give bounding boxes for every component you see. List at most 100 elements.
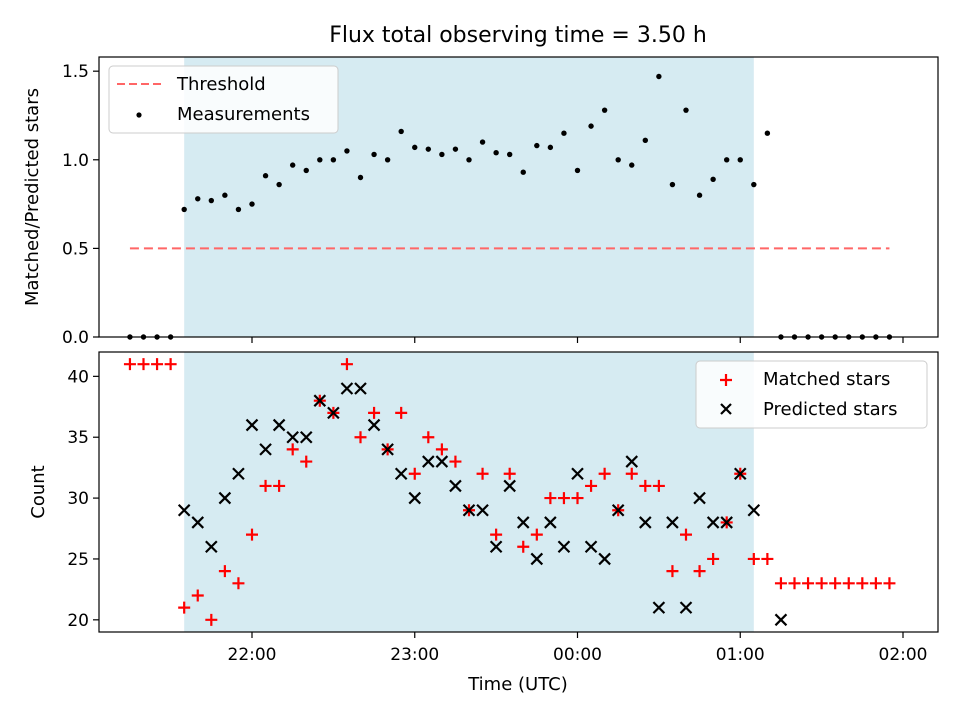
measurement-point: [615, 157, 621, 163]
predicted-star-point: [354, 382, 367, 395]
top-y-axis-label: Matched/Predicted stars: [22, 88, 43, 306]
matched-star-point: [259, 479, 272, 492]
x-tick-label: 23:00: [390, 645, 439, 665]
y-tick-label: 30: [67, 489, 89, 509]
measurement-point: [344, 148, 350, 154]
matched-star-point: [869, 577, 882, 590]
measurement-point: [534, 142, 540, 149]
measurement-point: [289, 162, 296, 168]
measurement-point: [547, 144, 554, 151]
matched-star-point: [680, 528, 692, 541]
matched-star-point: [666, 565, 679, 578]
predicted-star-point: [706, 516, 720, 529]
measurement-point: [276, 181, 282, 188]
predicted-star-point: [367, 418, 381, 432]
predicted-star-point: [299, 430, 313, 444]
x-tick-label: 01:00: [716, 645, 765, 665]
matched-star-point: [490, 528, 503, 541]
measurement-point: [629, 162, 635, 168]
matched-star-point: [354, 431, 367, 444]
predicted-star-point: [177, 503, 191, 517]
matched-star-point: [693, 565, 706, 578]
measurement-point: [493, 149, 499, 156]
chart-title: Flux total observing time = 3.50 h: [329, 23, 707, 48]
matched-star-point: [517, 540, 530, 553]
x-tick-label: 22:00: [228, 645, 277, 665]
matched-star-point: [557, 492, 570, 505]
top-legend: Threshold Measurements: [108, 65, 339, 134]
predicted-star-point: [408, 491, 422, 505]
bottom-observing-window: [184, 352, 754, 632]
measurement-point: [357, 174, 364, 181]
measurement-points: [127, 73, 893, 340]
top-y-ticks: 0.0 0.5 1.0 1.5: [62, 62, 99, 348]
matched-star-point: [544, 492, 557, 505]
measurement-point: [195, 196, 201, 202]
predicted-star-point: [272, 418, 286, 432]
predicted-star-point: [191, 516, 205, 529]
legend-predicted-label: Predicted stars: [763, 399, 897, 420]
measurement-point: [412, 144, 418, 151]
matched-star-point: [707, 552, 720, 565]
measurement-point: [371, 151, 377, 158]
matched-stars-points: [123, 358, 896, 626]
matched-star-point: [408, 467, 421, 480]
measurement-point: [723, 157, 730, 163]
matched-star-point: [571, 492, 584, 505]
y-tick-label: 0.5: [62, 239, 89, 259]
matched-star-point: [530, 528, 543, 541]
matched-star-point: [205, 613, 218, 626]
matched-star-point: [856, 577, 869, 590]
predicted-stars-points: [177, 382, 788, 627]
measurement-point: [520, 169, 526, 175]
legend-measurements-swatch: [136, 112, 142, 118]
measurement-point: [222, 192, 228, 198]
predicted-star-point: [205, 540, 218, 554]
x-tick-label: 00:00: [553, 645, 602, 665]
measurement-point: [330, 157, 337, 163]
measurement-point: [384, 157, 391, 163]
y-tick-label: 25: [67, 550, 89, 570]
predicted-star-point: [733, 467, 747, 481]
matched-star-point: [503, 467, 516, 480]
y-tick-label: 35: [67, 428, 89, 448]
predicted-star-point: [720, 516, 733, 529]
predicted-star-point: [557, 540, 571, 554]
predicted-star-point: [462, 503, 476, 517]
predicted-star-point: [422, 455, 435, 468]
measurement-point: [208, 197, 215, 204]
y-tick-label: 1.0: [62, 151, 89, 171]
measurement-point: [561, 130, 567, 136]
y-tick-label: 1.5: [62, 62, 89, 82]
matched-star-point: [625, 467, 638, 480]
matched-star-point: [815, 577, 828, 590]
matched-star-point: [151, 358, 164, 371]
predicted-star-point: [679, 601, 693, 614]
matched-star-point: [340, 358, 353, 371]
predicted-star-point: [639, 516, 652, 529]
measurement-point: [506, 151, 513, 158]
matched-star-point: [774, 577, 787, 590]
matched-star-point: [788, 577, 801, 590]
measurement-point: [764, 130, 771, 136]
measurement-point: [588, 123, 594, 129]
matched-star-point: [747, 552, 760, 565]
measurement-point: [317, 157, 323, 163]
matched-star-point: [422, 431, 435, 444]
matched-star-point: [598, 467, 611, 480]
legend-matched-label: Matched stars: [763, 369, 890, 390]
measurement-point: [751, 181, 757, 188]
bottom-legend-box: [695, 360, 928, 429]
predicted-star-point: [611, 503, 625, 517]
predicted-star-point: [530, 552, 544, 566]
measurement-point: [696, 192, 703, 198]
matched-star-point: [286, 443, 299, 456]
top-axes-frame: [98, 56, 939, 338]
measurement-point: [452, 146, 459, 152]
y-tick-label: 40: [67, 367, 89, 387]
predicted-star-point: [381, 443, 394, 456]
bottom-legend: Matched stars Predicted stars: [695, 360, 928, 429]
predicted-star-point: [503, 479, 516, 493]
matched-star-point: [476, 467, 489, 480]
bottom-y-ticks: 20 25 30 35 40: [67, 367, 99, 631]
